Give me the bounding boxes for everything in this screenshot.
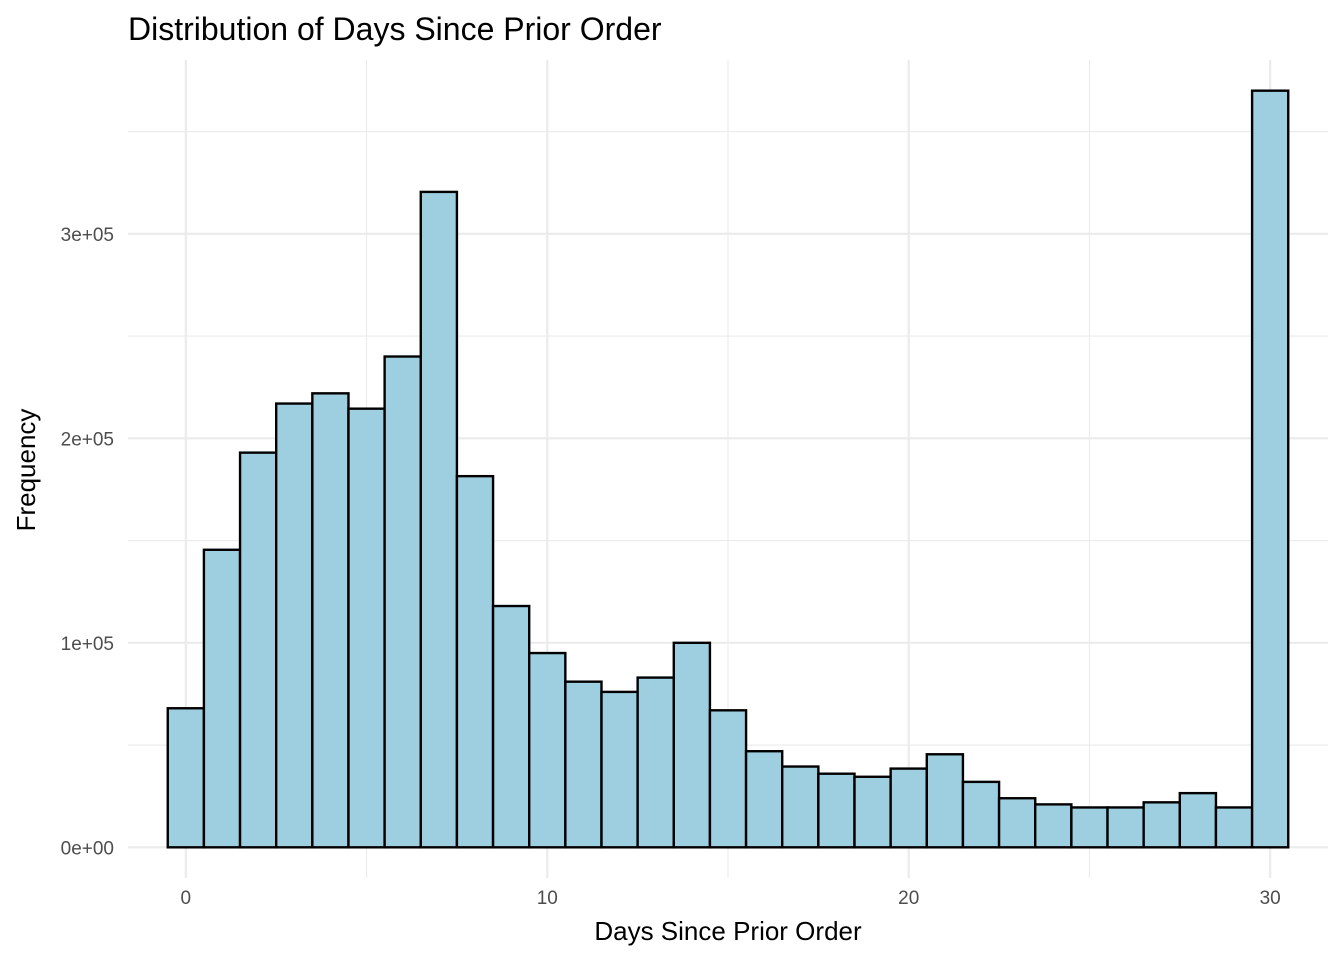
y-axis-tick-labels: 0e+00 1e+05 2e+05 3e+05 bbox=[61, 225, 114, 860]
histogram-bar-29 bbox=[1214, 806, 1254, 849]
x-tick-label: 20 bbox=[898, 888, 919, 909]
histogram-bar-11 bbox=[564, 680, 603, 849]
histogram-bar-24 bbox=[1034, 803, 1073, 849]
histogram-bar-2 bbox=[238, 451, 278, 849]
x-axis-tick-labels: 0 10 20 30 bbox=[181, 888, 1281, 909]
histogram-bar-27 bbox=[1142, 801, 1182, 849]
histogram-bar-13 bbox=[636, 676, 675, 849]
y-tick-label: 0e+00 bbox=[61, 838, 114, 859]
histogram-bar-21 bbox=[925, 753, 965, 849]
histogram-bar-28 bbox=[1178, 791, 1218, 849]
y-tick-label: 3e+05 bbox=[61, 225, 114, 246]
y-tick-label: 1e+05 bbox=[61, 634, 114, 655]
histogram-bar-18 bbox=[817, 772, 856, 849]
histogram-bar-16 bbox=[744, 750, 784, 849]
histogram-bar-4 bbox=[311, 392, 350, 849]
x-tick-label: 0 bbox=[181, 888, 192, 909]
histogram-bar-23 bbox=[997, 797, 1037, 849]
histogram-bar-26 bbox=[1106, 806, 1145, 849]
x-tick-label: 10 bbox=[537, 888, 558, 909]
chart-title: Distribution of Days Since Prior Order bbox=[128, 11, 662, 47]
histogram-bar-15 bbox=[708, 709, 748, 849]
histogram-bar-10 bbox=[528, 651, 567, 849]
histogram-bar-20 bbox=[889, 767, 928, 849]
x-axis-title: Days Since Prior Order bbox=[594, 916, 862, 946]
histogram-bar-12 bbox=[600, 690, 639, 849]
histogram-bar-8 bbox=[455, 474, 495, 849]
histogram-bar-6 bbox=[383, 355, 422, 849]
histogram-bar-1 bbox=[202, 548, 242, 849]
y-axis-title: Frequency bbox=[11, 409, 41, 532]
histogram-bar-25 bbox=[1070, 806, 1109, 849]
histogram-bar-14 bbox=[672, 641, 712, 849]
histogram-bar-5 bbox=[347, 407, 386, 849]
histogram-bars bbox=[166, 89, 1290, 849]
histogram-bar-3 bbox=[274, 402, 314, 849]
histogram-bar-30 bbox=[1250, 89, 1290, 849]
x-tick-label: 30 bbox=[1260, 888, 1281, 909]
histogram-bar-7 bbox=[419, 190, 459, 849]
y-tick-label: 2e+05 bbox=[61, 429, 114, 450]
histogram-bar-22 bbox=[961, 780, 1001, 849]
histogram-bar-9 bbox=[491, 604, 531, 849]
histogram-bar-17 bbox=[781, 765, 820, 849]
histogram-bar-19 bbox=[853, 775, 892, 849]
histogram-bar-0 bbox=[166, 707, 206, 849]
